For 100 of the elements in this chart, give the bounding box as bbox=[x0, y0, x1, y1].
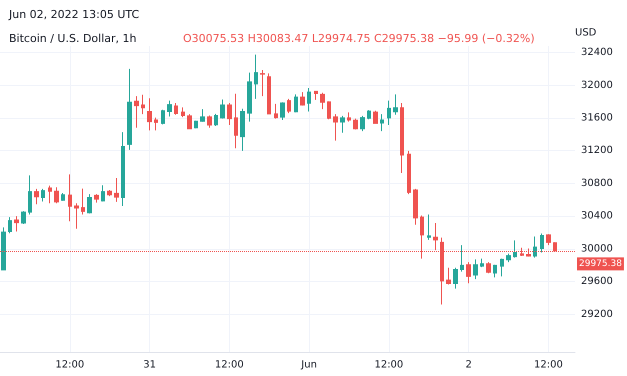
candlestick bbox=[34, 188, 39, 205]
candlestick bbox=[94, 194, 99, 204]
candlestick bbox=[433, 222, 438, 251]
y-tick-label: 29600 bbox=[581, 276, 613, 288]
candlestick bbox=[294, 94, 298, 113]
candlestick bbox=[340, 115, 345, 134]
candlestick bbox=[81, 188, 85, 215]
candlestick bbox=[287, 98, 291, 114]
y-axis-title: USD bbox=[575, 28, 597, 38]
candlestick bbox=[260, 69, 265, 97]
text: Jun 02, 2022 13:05 UTC bbox=[8, 8, 140, 21]
x-tick-label: 31 bbox=[143, 360, 156, 370]
candlestick bbox=[427, 214, 431, 240]
y-tick-label: 32000 bbox=[581, 80, 613, 91]
x-tick-label: 2 bbox=[465, 360, 472, 370]
candlestick bbox=[267, 72, 271, 114]
candlestick bbox=[141, 94, 145, 115]
candlestick bbox=[121, 132, 125, 206]
candlestick bbox=[353, 118, 358, 130]
candlestick bbox=[453, 267, 458, 290]
candlestick bbox=[367, 110, 371, 120]
candlestick bbox=[21, 210, 26, 224]
candlestick bbox=[540, 233, 544, 254]
candlestick bbox=[446, 267, 451, 285]
candlestick bbox=[127, 68, 132, 150]
x-tick-label: 12:00 bbox=[374, 360, 404, 370]
candlestick bbox=[320, 92, 325, 110]
candlestick bbox=[307, 87, 311, 112]
candlestick bbox=[68, 174, 72, 222]
candlestick bbox=[87, 194, 92, 214]
candlestick bbox=[54, 186, 59, 204]
candlestick bbox=[220, 99, 225, 120]
candlestick bbox=[181, 106, 185, 118]
candlestick bbox=[460, 244, 464, 272]
y-tick-label: 31200 bbox=[581, 145, 613, 156]
ref-line-label: 29975.38 bbox=[579, 258, 622, 269]
candlestick bbox=[407, 150, 411, 195]
candlestick bbox=[333, 114, 338, 142]
chart-title: Bitcoin / U.S. Dollar, 1h bbox=[9, 32, 137, 45]
candlestick bbox=[1, 226, 6, 270]
candlestick bbox=[347, 112, 351, 122]
candlestick bbox=[107, 190, 112, 197]
candlestick bbox=[234, 93, 238, 149]
candlestick bbox=[114, 178, 119, 202]
candlestick bbox=[187, 114, 192, 130]
candlestick bbox=[300, 92, 305, 106]
x-tick-label: 12:00 bbox=[534, 360, 563, 370]
candlestick bbox=[194, 120, 198, 129]
candlestick bbox=[513, 240, 517, 258]
candlestick bbox=[360, 115, 365, 132]
candlestick bbox=[506, 253, 511, 263]
candlestick bbox=[167, 100, 172, 118]
candlestick bbox=[254, 54, 258, 100]
candlestick bbox=[466, 262, 471, 284]
candlestick bbox=[240, 108, 245, 152]
chart-subtitle: O30075.53 H30083.47 L29974.75 C29975.38 −95.99 (−0.32%) bbox=[183, 32, 535, 45]
x-tick-label: Jun bbox=[300, 360, 317, 370]
candlestick bbox=[161, 109, 165, 125]
candlestick bbox=[174, 102, 178, 116]
y-tick-label: 31600 bbox=[581, 112, 613, 124]
candlestick bbox=[493, 264, 497, 278]
candlestick bbox=[101, 184, 105, 202]
candlestick bbox=[314, 90, 318, 100]
candlestick bbox=[200, 108, 205, 122]
candlestick bbox=[61, 192, 65, 202]
candlestick bbox=[280, 102, 285, 120]
candlestick bbox=[247, 72, 252, 122]
x-tick-label: 12:00 bbox=[55, 360, 84, 370]
candlestick bbox=[154, 117, 158, 131]
candlestick bbox=[41, 188, 45, 202]
candlestick bbox=[533, 236, 537, 258]
candlestick bbox=[373, 110, 378, 124]
candlestick bbox=[393, 94, 398, 116]
candlestick bbox=[486, 262, 491, 274]
candlestick bbox=[400, 102, 404, 174]
candlestick bbox=[413, 188, 418, 226]
y-tick-label: 32400 bbox=[581, 47, 613, 58]
candlestick bbox=[546, 234, 551, 246]
candlestick bbox=[327, 100, 331, 120]
candlestick bbox=[380, 114, 384, 132]
candlestick bbox=[480, 258, 484, 268]
candlestick bbox=[214, 113, 218, 127]
y-tick-label: 30000 bbox=[581, 243, 613, 254]
candlestick bbox=[147, 98, 152, 131]
candlestick bbox=[500, 258, 504, 277]
candlestick bbox=[473, 258, 478, 280]
x-tick-label: 12:00 bbox=[214, 360, 244, 370]
candlestick bbox=[134, 96, 139, 128]
candlestick bbox=[14, 216, 19, 232]
candlestick bbox=[48, 185, 52, 204]
candlestick bbox=[227, 102, 232, 126]
candlestick bbox=[28, 174, 32, 215]
candlestick bbox=[8, 216, 12, 234]
y-tick-label: 29200 bbox=[581, 308, 613, 320]
candlestick bbox=[274, 103, 278, 120]
candlestick bbox=[74, 202, 79, 230]
candlestick bbox=[387, 100, 391, 126]
y-tick-label: 30800 bbox=[581, 178, 613, 189]
candlestick bbox=[207, 115, 212, 128]
y-tick-label: 30400 bbox=[581, 210, 613, 222]
